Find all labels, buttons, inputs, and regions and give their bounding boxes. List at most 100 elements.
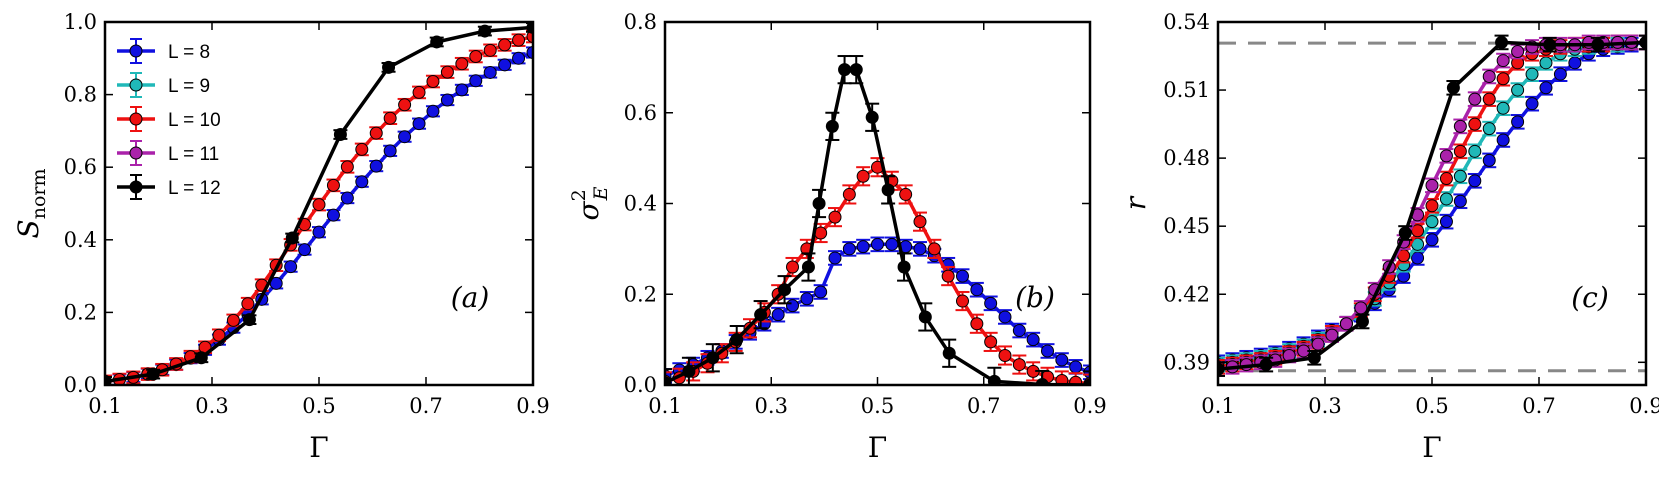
data-point	[398, 130, 412, 144]
data-point	[1496, 133, 1510, 147]
data-point	[1496, 101, 1510, 115]
x-tick-label: 0.1	[88, 394, 121, 418]
y-label-sub: norm	[28, 169, 50, 220]
data-point	[412, 117, 426, 131]
data-point	[146, 367, 160, 381]
data-point	[812, 197, 826, 210]
y-tick-label: 0.8	[64, 83, 97, 107]
data-point	[856, 169, 870, 183]
x-tick-label: 0.5	[1415, 394, 1448, 418]
data-point	[970, 283, 984, 297]
data-point	[1539, 56, 1553, 70]
x-tick-label: 0.9	[516, 394, 549, 418]
data-point	[440, 65, 454, 79]
data-point	[440, 93, 454, 107]
data-point	[1446, 81, 1460, 95]
data-point	[1511, 115, 1525, 129]
data-point	[865, 110, 879, 124]
data-point	[1055, 373, 1069, 385]
y-tick-label: 0.2	[64, 300, 97, 324]
data-point	[312, 198, 326, 212]
data-point	[340, 191, 354, 205]
x-tick-label: 0.5	[861, 394, 894, 418]
legend-label-L11: L = 11	[168, 144, 219, 165]
data-point	[1568, 56, 1582, 70]
y-tick-label: 0.54	[1163, 10, 1210, 34]
data-point	[194, 351, 208, 365]
x-tick-label: 0.7	[967, 394, 1000, 418]
x-tick-label: 0.7	[1522, 394, 1555, 418]
chart-panel-2: 0.1 0.3 0.5 0.7 0.9 0.39 0.42 0.45 0.48 0.51 0.54 Γ…	[1119, 10, 1659, 464]
data-point	[998, 310, 1012, 324]
data-point	[771, 308, 785, 322]
data-point	[242, 313, 256, 327]
data-point	[1468, 117, 1482, 131]
data-point	[1307, 351, 1321, 365]
data-point	[284, 260, 298, 274]
data-point	[469, 49, 483, 63]
data-point	[1453, 144, 1467, 158]
data-point	[1325, 328, 1339, 342]
data-point	[913, 215, 927, 229]
data-point	[1311, 337, 1325, 351]
y-tick-label: 0.42	[1163, 282, 1210, 306]
x-tick-label: 0.9	[1629, 394, 1659, 418]
data-point	[483, 43, 497, 57]
data-point	[956, 294, 969, 308]
data-point	[312, 225, 326, 239]
data-point	[828, 251, 842, 265]
data-point	[1468, 144, 1482, 158]
data-point	[885, 237, 899, 251]
data-point	[1482, 69, 1496, 83]
data-point	[942, 346, 956, 360]
data-point	[1012, 324, 1026, 338]
data-point	[1496, 54, 1510, 68]
data-point	[786, 299, 799, 313]
data-point	[1339, 317, 1353, 331]
legend: L = 8 L = 9 L = 10 L = 11 L = 12	[117, 38, 221, 200]
data-point	[1041, 344, 1054, 358]
data-point	[326, 208, 340, 222]
data-point	[512, 33, 526, 47]
y-tick-label: 0.45	[1163, 214, 1210, 238]
data-point	[455, 57, 469, 71]
data-point	[1525, 97, 1539, 111]
plot-area	[665, 55, 1090, 385]
data-point	[1411, 251, 1425, 265]
data-point	[1439, 172, 1453, 186]
y-axis-label: σ2E	[568, 186, 612, 220]
data-point	[1482, 122, 1496, 136]
x-tick-label: 0.3	[195, 394, 228, 418]
data-point	[369, 159, 383, 173]
y-tick-label: 1.0	[64, 10, 97, 34]
data-point	[1354, 301, 1368, 315]
data-point	[398, 98, 412, 112]
data-point	[285, 231, 299, 245]
data-point	[1453, 119, 1467, 133]
legend-marker-L8	[129, 44, 143, 58]
y-tick-label: 0.48	[1163, 146, 1210, 170]
data-point	[469, 74, 483, 88]
data-point	[881, 183, 895, 197]
y-label-sub: E	[590, 186, 612, 201]
data-point	[1425, 178, 1439, 192]
data-point	[730, 333, 744, 347]
chart-panel-0: 0.1 0.3 0.5 0.7 0.9 0.0 0.2 0.4 0.6 0.8 1.0 Γ Snorm (…	[12, 10, 550, 464]
x-tick-label: 0.1	[1201, 394, 1234, 418]
data-point	[1055, 353, 1069, 367]
data-point	[984, 296, 998, 310]
legend-marker-L9	[129, 78, 143, 92]
data-point	[828, 210, 842, 224]
data-point	[1425, 215, 1439, 229]
data-point	[1218, 362, 1225, 376]
data-point	[838, 63, 852, 77]
series-L12	[665, 55, 1090, 385]
x-axis-label: Γ	[1422, 431, 1441, 464]
data-point	[382, 60, 396, 74]
panel-tag: (c)	[1571, 281, 1609, 314]
data-point	[801, 260, 815, 274]
y-label-main: r	[1119, 195, 1152, 210]
series-L12	[105, 22, 533, 385]
data-point	[825, 119, 839, 133]
